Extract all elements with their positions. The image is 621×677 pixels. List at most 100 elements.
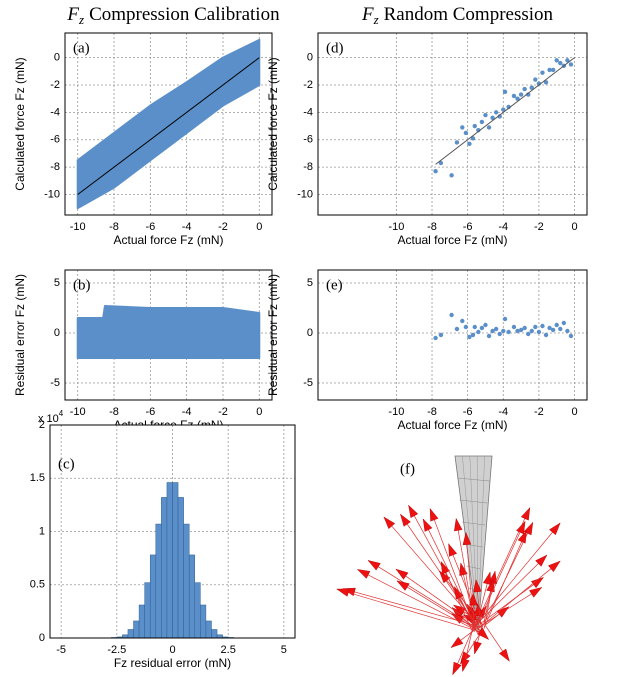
data-point xyxy=(433,335,438,341)
histogram-bar xyxy=(200,604,207,639)
y-tick-label: 0 xyxy=(39,632,45,644)
plot-background xyxy=(318,33,587,215)
x-tick-label: -4 xyxy=(182,406,192,418)
force-arrow-head xyxy=(367,560,381,571)
x-axis-label: Actual force Fz (mN) xyxy=(113,233,223,247)
force-arrow-head xyxy=(529,587,543,598)
histogram-bar xyxy=(205,620,212,639)
data-point xyxy=(533,324,538,330)
force-arrow-head xyxy=(473,641,482,655)
force-arrow-shaft xyxy=(476,521,526,626)
cone-mesh xyxy=(457,477,490,482)
data-point xyxy=(529,328,534,334)
histogram-bar xyxy=(188,554,196,639)
data-cloud xyxy=(76,38,261,210)
data-point xyxy=(501,328,506,334)
data-point xyxy=(543,332,549,338)
histogram-bar xyxy=(172,482,179,639)
y-tick-label: 0 xyxy=(307,327,313,339)
x-tick-label: -6 xyxy=(463,406,473,418)
panel-label: (c) xyxy=(58,456,75,472)
data-point xyxy=(511,93,517,99)
title-symbol: F xyxy=(66,4,79,25)
x-tick-label: 0 xyxy=(169,644,175,656)
plot-frame xyxy=(317,32,588,216)
data-point xyxy=(515,328,520,334)
y-tick-label: -10 xyxy=(44,188,60,200)
x-tick-label: -2 xyxy=(534,406,544,418)
force-arrow-head xyxy=(408,504,419,519)
force-arrow-shaft xyxy=(367,560,484,633)
cone-mesh xyxy=(461,521,486,526)
data-point xyxy=(460,125,465,130)
x-tick-label: 5 xyxy=(281,644,287,656)
x-tick-label: -4 xyxy=(182,221,192,233)
force-arrow-head xyxy=(516,520,526,535)
y-tick-label: -4 xyxy=(303,106,313,118)
y-axis-label: Residual error Fz (mN) xyxy=(13,274,27,396)
force-arrow-head xyxy=(535,554,548,567)
panel-label: (e) xyxy=(326,277,343,293)
force-arrow-head xyxy=(549,522,561,536)
force-arrow-head xyxy=(422,518,433,532)
force-illustration: (f) xyxy=(336,455,561,676)
cone-mesh xyxy=(477,455,485,633)
data-point xyxy=(565,58,570,63)
x-tick-label: -6 xyxy=(463,221,473,233)
x-tick-label: -10 xyxy=(388,406,404,418)
force-arrow-shaft xyxy=(455,518,476,626)
fit-line xyxy=(77,57,260,195)
force-arrow-shaft xyxy=(400,514,477,626)
panel: -5 -2.5 0 2.5 5 0 0.5 1 1.5 2 Fz residual error (m… xyxy=(30,409,296,670)
data-point xyxy=(497,331,502,337)
data-point xyxy=(522,86,527,92)
x-axis-label: Fz residual error (mN) xyxy=(114,656,231,670)
force-arrow-head xyxy=(450,636,464,648)
data-point xyxy=(518,327,524,333)
data-point xyxy=(483,322,488,328)
force-arrow-shaft xyxy=(422,518,477,628)
histogram-bar xyxy=(183,523,190,639)
column-title: Fz Compression Calibration xyxy=(66,4,280,27)
force-arrow-head xyxy=(452,661,462,676)
y-tick-label: -6 xyxy=(50,134,60,146)
data-point xyxy=(550,67,556,73)
cone-mesh xyxy=(476,455,479,633)
panel-label: (b) xyxy=(73,277,91,293)
data-point xyxy=(454,140,460,145)
y-tick-label: -6 xyxy=(303,134,313,146)
multiplier-exponent: 4 xyxy=(59,409,64,418)
fit-line xyxy=(435,57,575,165)
y-tick-label: 5 xyxy=(54,277,60,289)
force-arrow-shaft xyxy=(395,568,481,629)
data-point xyxy=(470,136,476,141)
title-subscript: z xyxy=(78,12,84,27)
plot-frame xyxy=(49,424,296,639)
data-point xyxy=(486,125,492,130)
title-text: Random Compression xyxy=(384,4,554,25)
force-arrow-head xyxy=(454,517,463,532)
data-point xyxy=(493,110,499,115)
histogram-bar xyxy=(166,482,173,639)
y-axis-label: Calculated force Fz (mN) xyxy=(266,57,280,190)
force-arrow-shaft xyxy=(336,588,480,633)
force-arrow-head xyxy=(469,592,478,606)
title-subscript: z xyxy=(373,12,379,27)
data-point xyxy=(501,107,506,112)
panel: -10 -8 -6 -4 -2 0 -10 -8 -6 -4 -2 0 Actual force Fz … xyxy=(13,4,280,247)
force-arrow-head xyxy=(429,508,439,522)
data-point xyxy=(518,92,524,97)
multiplier-base: x 10 xyxy=(38,413,59,425)
force-arrow-shaft xyxy=(478,560,561,629)
force-arrow-head xyxy=(520,507,531,521)
x-tick-label: -2 xyxy=(218,406,228,418)
force-arrow-head xyxy=(438,570,451,584)
data-point xyxy=(561,320,567,326)
y-tick-label: -2 xyxy=(303,79,313,91)
force-arrow-head xyxy=(548,560,561,573)
plot-frame xyxy=(317,269,588,401)
data-point xyxy=(479,119,485,125)
x-tick-label: -4 xyxy=(498,406,508,418)
